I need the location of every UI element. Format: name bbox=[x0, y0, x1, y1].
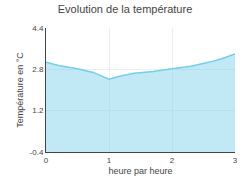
svg-text:1.2: 1.2 bbox=[32, 106, 44, 115]
svg-text:0: 0 bbox=[44, 156, 49, 165]
svg-text:1: 1 bbox=[107, 156, 112, 165]
svg-text:heure par heure: heure par heure bbox=[108, 166, 172, 176]
svg-text:3: 3 bbox=[233, 156, 238, 165]
svg-text:2.8: 2.8 bbox=[32, 65, 44, 74]
svg-text:Evolution de la température: Evolution de la température bbox=[58, 3, 193, 15]
svg-text:-0.4: -0.4 bbox=[30, 148, 44, 157]
svg-text:Température en °C: Température en °C bbox=[15, 52, 25, 128]
svg-text:2: 2 bbox=[170, 156, 175, 165]
svg-text:4.4: 4.4 bbox=[32, 24, 44, 33]
